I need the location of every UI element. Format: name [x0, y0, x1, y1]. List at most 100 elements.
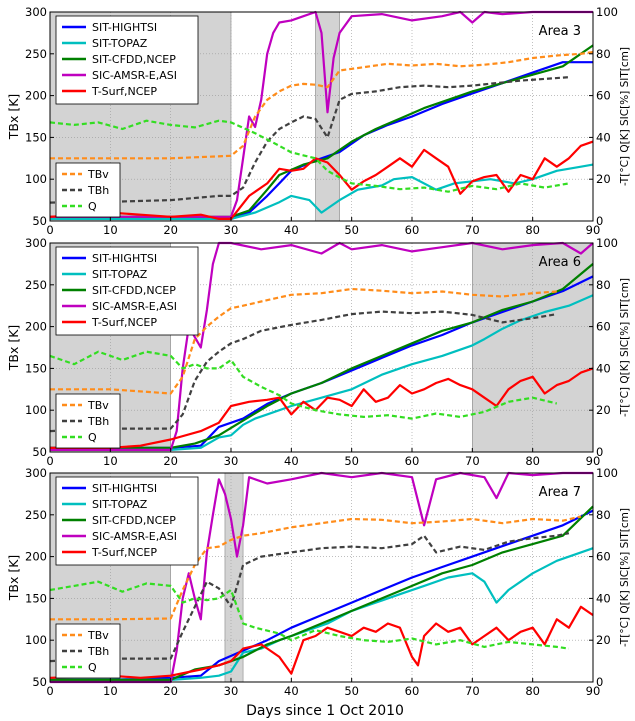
legend-label: TBv — [87, 629, 109, 642]
y-left-tick-label: 300 — [25, 466, 47, 480]
x-tick-label: 10 — [103, 454, 118, 468]
y-left-tick-label: 150 — [25, 130, 47, 144]
chart-panel-3: 0 10 20 30 40 50 60 70 80 90 50 100 150 200 250 300 0 20 4… — [6, 466, 631, 698]
x-tick-label: 70 — [465, 684, 480, 698]
series-line-tbh — [49, 532, 570, 663]
legend-bottom-box — [55, 393, 121, 449]
y-left-tick-label: 50 — [32, 445, 47, 459]
legend-label: TBh — [87, 415, 109, 428]
x-tick-label: 0 — [46, 223, 53, 237]
x-tick-label: 60 — [405, 223, 420, 237]
y-left-axis-label: TBx [K] — [6, 325, 21, 372]
x-tick-label: 50 — [344, 454, 359, 468]
x-tick-label: 80 — [525, 454, 540, 468]
legend-top: SIT-HIGHTSI SIT-TOPAZ SIT-CFDD,NCEP SIC-AMS… — [55, 246, 199, 336]
y-right-tick-label: 40 — [596, 361, 611, 375]
legend-label: T-Surf,NCEP — [91, 316, 157, 329]
y-left-tick-label: 200 — [25, 550, 47, 564]
x-tick-label: 60 — [405, 684, 420, 698]
y-left-tick-label: 200 — [25, 320, 47, 334]
x-tick-label: 30 — [224, 223, 239, 237]
x-tick-label: 80 — [525, 223, 540, 237]
x-tick-label: 80 — [525, 684, 540, 698]
legend-label: SIT-TOPAZ — [92, 498, 148, 511]
legend-label: SIT-HIGHTSI — [92, 252, 157, 265]
y-right-tick-label: 20 — [596, 172, 611, 186]
series-line-sit-topaz — [50, 294, 594, 451]
legend-label: Q — [88, 431, 97, 444]
x-tick-label: 20 — [163, 454, 178, 468]
legend-top: SIT-HIGHTSI SIT-TOPAZ SIT-CFDD,NCEP SIC-AMS… — [55, 476, 199, 566]
chart-panel-1: 0 10 20 30 40 50 60 70 80 90 50 100 150 200 250 300 0 20 4… — [6, 5, 631, 237]
y-right-tick-label: 20 — [596, 633, 611, 647]
legend-bottom: TBv TBh Q — [55, 393, 121, 449]
y-right-axis-label: -T[°C] Q[K] SIC[%] SIT[cm] — [619, 47, 631, 186]
x-tick-label: 90 — [586, 454, 601, 468]
x-tick-label: 20 — [163, 223, 178, 237]
area-annotation: Area 6 — [539, 255, 581, 270]
x-tick-label: 40 — [284, 223, 299, 237]
x-tick-label: 90 — [586, 684, 601, 698]
legend-label: SIT-CFDD,NCEP — [92, 284, 176, 297]
legend-label: T-Surf,NCEP — [91, 85, 157, 98]
y-left-tick-label: 250 — [25, 47, 47, 61]
x-tick-label: 10 — [103, 684, 118, 698]
y-right-tick-label: 40 — [596, 591, 611, 605]
y-right-tick-label: 0 — [596, 445, 603, 459]
plot-frame — [49, 11, 594, 222]
x-tick-label: 30 — [224, 684, 239, 698]
panels: 0 10 20 30 40 50 60 70 80 90501001502002503000204… — [6, 5, 631, 698]
y-right-tick-label: 80 — [596, 508, 611, 522]
y-right-axis-label: -T[°C] Q[K] SIC[%] SIT[cm] — [619, 278, 631, 417]
legend-label: SIT-HIGHTSI — [92, 482, 157, 495]
y-right-tick-label: 60 — [596, 89, 611, 103]
legend-label: SIT-TOPAZ — [92, 268, 148, 281]
y-left-tick-label: 100 — [25, 633, 47, 647]
series-line-sit-hightsi — [50, 509, 594, 681]
legend-bottom: TBv TBh Q — [55, 162, 121, 218]
area-annotation: Area 3 — [539, 24, 581, 39]
y-left-tick-label: 150 — [25, 361, 47, 375]
x-tick-label: 50 — [344, 684, 359, 698]
y-left-tick-label: 200 — [25, 89, 47, 103]
y-left-axis-label: TBx [K] — [6, 94, 21, 141]
y-right-tick-label: 80 — [596, 47, 611, 61]
legend-label: Q — [88, 200, 97, 213]
legend-label: SIT-CFDD,NCEP — [92, 53, 176, 66]
y-left-tick-label: 300 — [25, 5, 47, 19]
x-tick-label: 40 — [284, 454, 299, 468]
y-right-tick-label: 40 — [596, 130, 611, 144]
legend-label: SIC-AMSR-E,ASI — [92, 530, 177, 543]
x-tick-label: 30 — [224, 454, 239, 468]
y-right-tick-label: 20 — [596, 403, 611, 417]
series-line-t-surf-ncep — [49, 605, 594, 679]
plot-frame — [49, 472, 594, 683]
x-tick-label: 50 — [344, 223, 359, 237]
y-left-tick-label: 50 — [32, 675, 47, 689]
x-tick-label: 10 — [103, 223, 118, 237]
series-line-t-surf-ncep — [49, 140, 594, 220]
series-line-tbv — [50, 51, 594, 160]
y-right-axis-label: -T[°C] Q[K] SIC[%] SIT[cm] — [619, 508, 631, 647]
series-line-tbh — [49, 76, 569, 204]
legend-label: T-Surf,NCEP — [91, 546, 157, 559]
x-tick-label: 0 — [46, 684, 53, 698]
y-left-axis-label: TBx [K] — [6, 555, 21, 602]
series-line-t-surf-ncep — [50, 367, 594, 449]
x-tick-label: 60 — [405, 454, 420, 468]
series-line-tbv — [50, 515, 582, 621]
series-line-sit-cfdd-ncep — [50, 263, 594, 449]
series-line-sic-amsr-e-asi — [50, 10, 593, 218]
y-left-tick-label: 250 — [25, 278, 47, 292]
y-left-tick-label: 250 — [25, 508, 47, 522]
series-line-tbv — [50, 287, 557, 395]
x-tick-label: 20 — [163, 684, 178, 698]
x-tick-label: 70 — [465, 454, 480, 468]
y-left-tick-label: 50 — [32, 214, 47, 228]
y-left-tick-label: 100 — [25, 172, 47, 186]
y-right-tick-label: 60 — [596, 320, 611, 334]
y-right-tick-label: 100 — [596, 236, 618, 250]
shaded-region — [224, 473, 244, 682]
x-axis-label: Days since 1 Oct 2010 — [246, 703, 404, 719]
legend-label: TBh — [87, 184, 109, 197]
